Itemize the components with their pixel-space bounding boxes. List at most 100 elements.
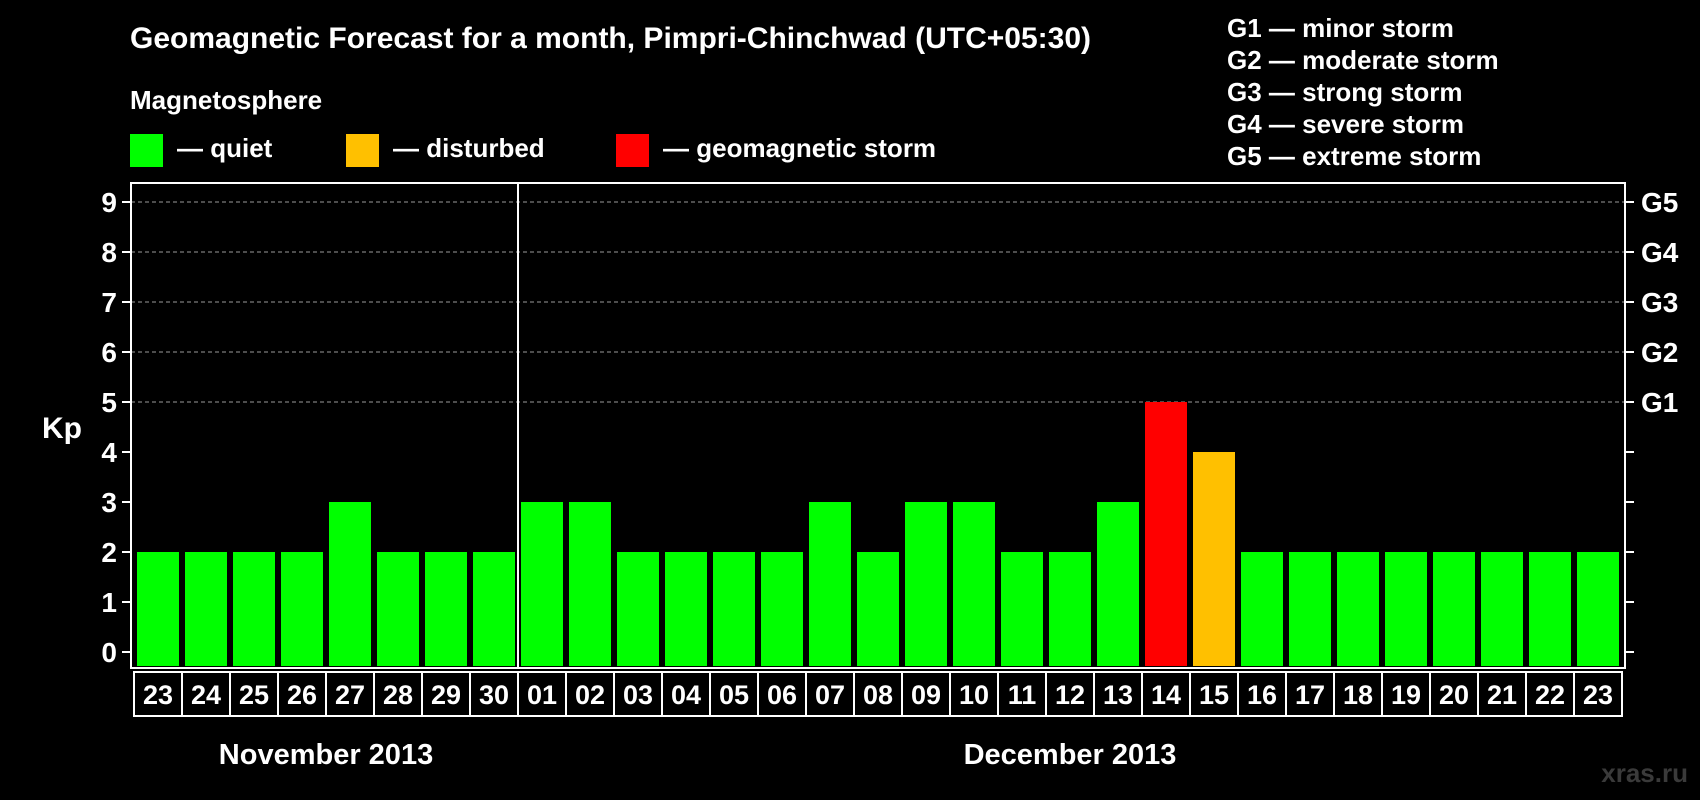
bar-kp: [281, 552, 323, 666]
bar-kp: [233, 552, 275, 666]
y-axis-right: G1 G2 G3 G4 G5: [1625, 187, 1679, 653]
bar-kp: [473, 552, 515, 666]
bar-kp: [185, 552, 227, 666]
g-scale-label: G5: [1641, 187, 1678, 218]
bar-kp: [1337, 552, 1379, 666]
legend-swatch-quiet: [130, 134, 163, 167]
bar-kp: [137, 552, 179, 666]
bar-kp: [665, 552, 707, 666]
legend-label-disturbed: — disturbed: [393, 133, 545, 163]
storm-scale-g5: G5 — extreme storm: [1227, 141, 1481, 171]
date-label: 02: [575, 680, 605, 710]
date-label: 06: [767, 680, 797, 710]
y-tick-label: 7: [101, 287, 117, 318]
legend-label-storm: — geomagnetic storm: [663, 133, 936, 163]
month-label: November 2013: [219, 739, 433, 771]
y-tick-label: 6: [101, 337, 117, 368]
bar-kp: [1097, 502, 1139, 666]
y-tick-label: 5: [101, 387, 117, 418]
date-label: 29: [431, 680, 461, 710]
date-label: 21: [1487, 680, 1517, 710]
bar-kp: [1145, 402, 1187, 666]
date-label: 25: [239, 680, 269, 710]
bar-kp: [1385, 552, 1427, 666]
legend-swatch-disturbed: [346, 134, 379, 167]
gridlines: [131, 201, 1625, 403]
y-tick-label: 0: [101, 637, 117, 668]
legend-swatch-storm: [616, 134, 649, 167]
y-axis-left: 0 1 2 3 4 5 6 7 8 9: [101, 187, 131, 668]
y-tick-label: 9: [101, 187, 117, 218]
date-label: 22: [1535, 680, 1565, 710]
bar-kp: [1433, 552, 1475, 666]
bars: [137, 402, 1619, 666]
bar-kp: [617, 552, 659, 666]
storm-scale-g2: G2 — moderate storm: [1227, 45, 1499, 75]
date-label: 19: [1391, 680, 1421, 710]
date-label: 24: [191, 680, 221, 710]
bar-kp: [1577, 552, 1619, 666]
date-label: 14: [1151, 680, 1181, 710]
date-row-frame: [133, 671, 1623, 717]
bar-kp: [1193, 452, 1235, 666]
g-scale-label: G3: [1641, 287, 1678, 318]
bar-kp: [1289, 552, 1331, 666]
bar-kp: [521, 502, 563, 666]
date-label: 23: [1583, 680, 1613, 710]
bar-kp: [809, 502, 851, 666]
bar-kp: [329, 502, 371, 666]
watermark: xras.ru: [1601, 758, 1688, 788]
bar-kp: [1529, 552, 1571, 666]
date-label: 30: [479, 680, 509, 710]
g-scale-label: G2: [1641, 337, 1678, 368]
month-label: December 2013: [964, 739, 1177, 771]
bar-kp: [377, 552, 419, 666]
date-label: 12: [1055, 680, 1085, 710]
date-label: 03: [623, 680, 653, 710]
date-label: 07: [815, 680, 845, 710]
storm-scale-g1: G1 — minor storm: [1227, 13, 1454, 43]
date-label: 28: [383, 680, 413, 710]
storm-scale-g4: G4 — severe storm: [1227, 109, 1464, 139]
legend: — quiet — disturbed — geomagnetic storm: [130, 133, 936, 167]
date-label: 23: [143, 680, 173, 710]
date-label: 01: [527, 680, 557, 710]
date-label: 18: [1343, 680, 1373, 710]
date-label: 13: [1103, 680, 1133, 710]
bar-kp: [953, 502, 995, 666]
x-axis-dates: 23 24 25 26 27 28 29 30 01 02 03 04 05 06 07 08 09 10 11 12…: [133, 671, 1623, 717]
plot-frame: [130, 182, 1626, 669]
bar-kp: [425, 552, 467, 666]
y-tick-label: 4: [101, 437, 117, 468]
date-label: 17: [1295, 680, 1325, 710]
date-label: 10: [959, 680, 989, 710]
legend-label-quiet: — quiet: [177, 133, 273, 163]
date-label: 05: [719, 680, 749, 710]
g-scale-label: G4: [1641, 237, 1679, 268]
bar-kp: [905, 502, 947, 666]
date-label: 15: [1199, 680, 1229, 710]
date-label: 08: [863, 680, 893, 710]
date-label: 09: [911, 680, 941, 710]
bar-kp: [713, 552, 755, 666]
chart-title: Geomagnetic Forecast for a month, Pimpri…: [130, 22, 1091, 55]
date-label: 11: [1008, 680, 1037, 710]
y-axis-label: Kp: [42, 412, 82, 445]
bar-kp: [1001, 552, 1043, 666]
date-label: 27: [335, 680, 365, 710]
y-tick-label: 8: [101, 237, 117, 268]
bar-kp: [1049, 552, 1091, 666]
date-label: 26: [287, 680, 317, 710]
storm-scale-g3: G3 — strong storm: [1227, 77, 1462, 107]
date-label: 04: [671, 680, 701, 710]
bar-kp: [1241, 552, 1283, 666]
bar-kp: [761, 552, 803, 666]
g-scale-label: G1: [1641, 387, 1678, 418]
x-axis-months: November 2013 December 2013: [219, 739, 1177, 771]
y-tick-label: 3: [101, 487, 117, 518]
date-label: 20: [1439, 680, 1469, 710]
bar-kp: [857, 552, 899, 666]
legend-heading: Magnetosphere: [130, 85, 322, 115]
y-tick-label: 2: [101, 537, 117, 568]
date-label: 16: [1247, 680, 1277, 710]
